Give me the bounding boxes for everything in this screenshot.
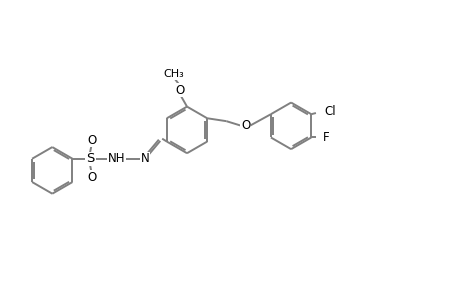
Text: Cl: Cl [324,105,335,119]
Text: O: O [87,134,96,147]
Text: S: S [85,152,94,165]
Text: CH₃: CH₃ [163,69,184,79]
Text: O: O [175,84,184,97]
Text: F: F [322,131,329,144]
Text: NH: NH [107,152,125,165]
Text: O: O [241,119,250,132]
Text: N: N [140,152,149,165]
Text: O: O [87,171,96,184]
